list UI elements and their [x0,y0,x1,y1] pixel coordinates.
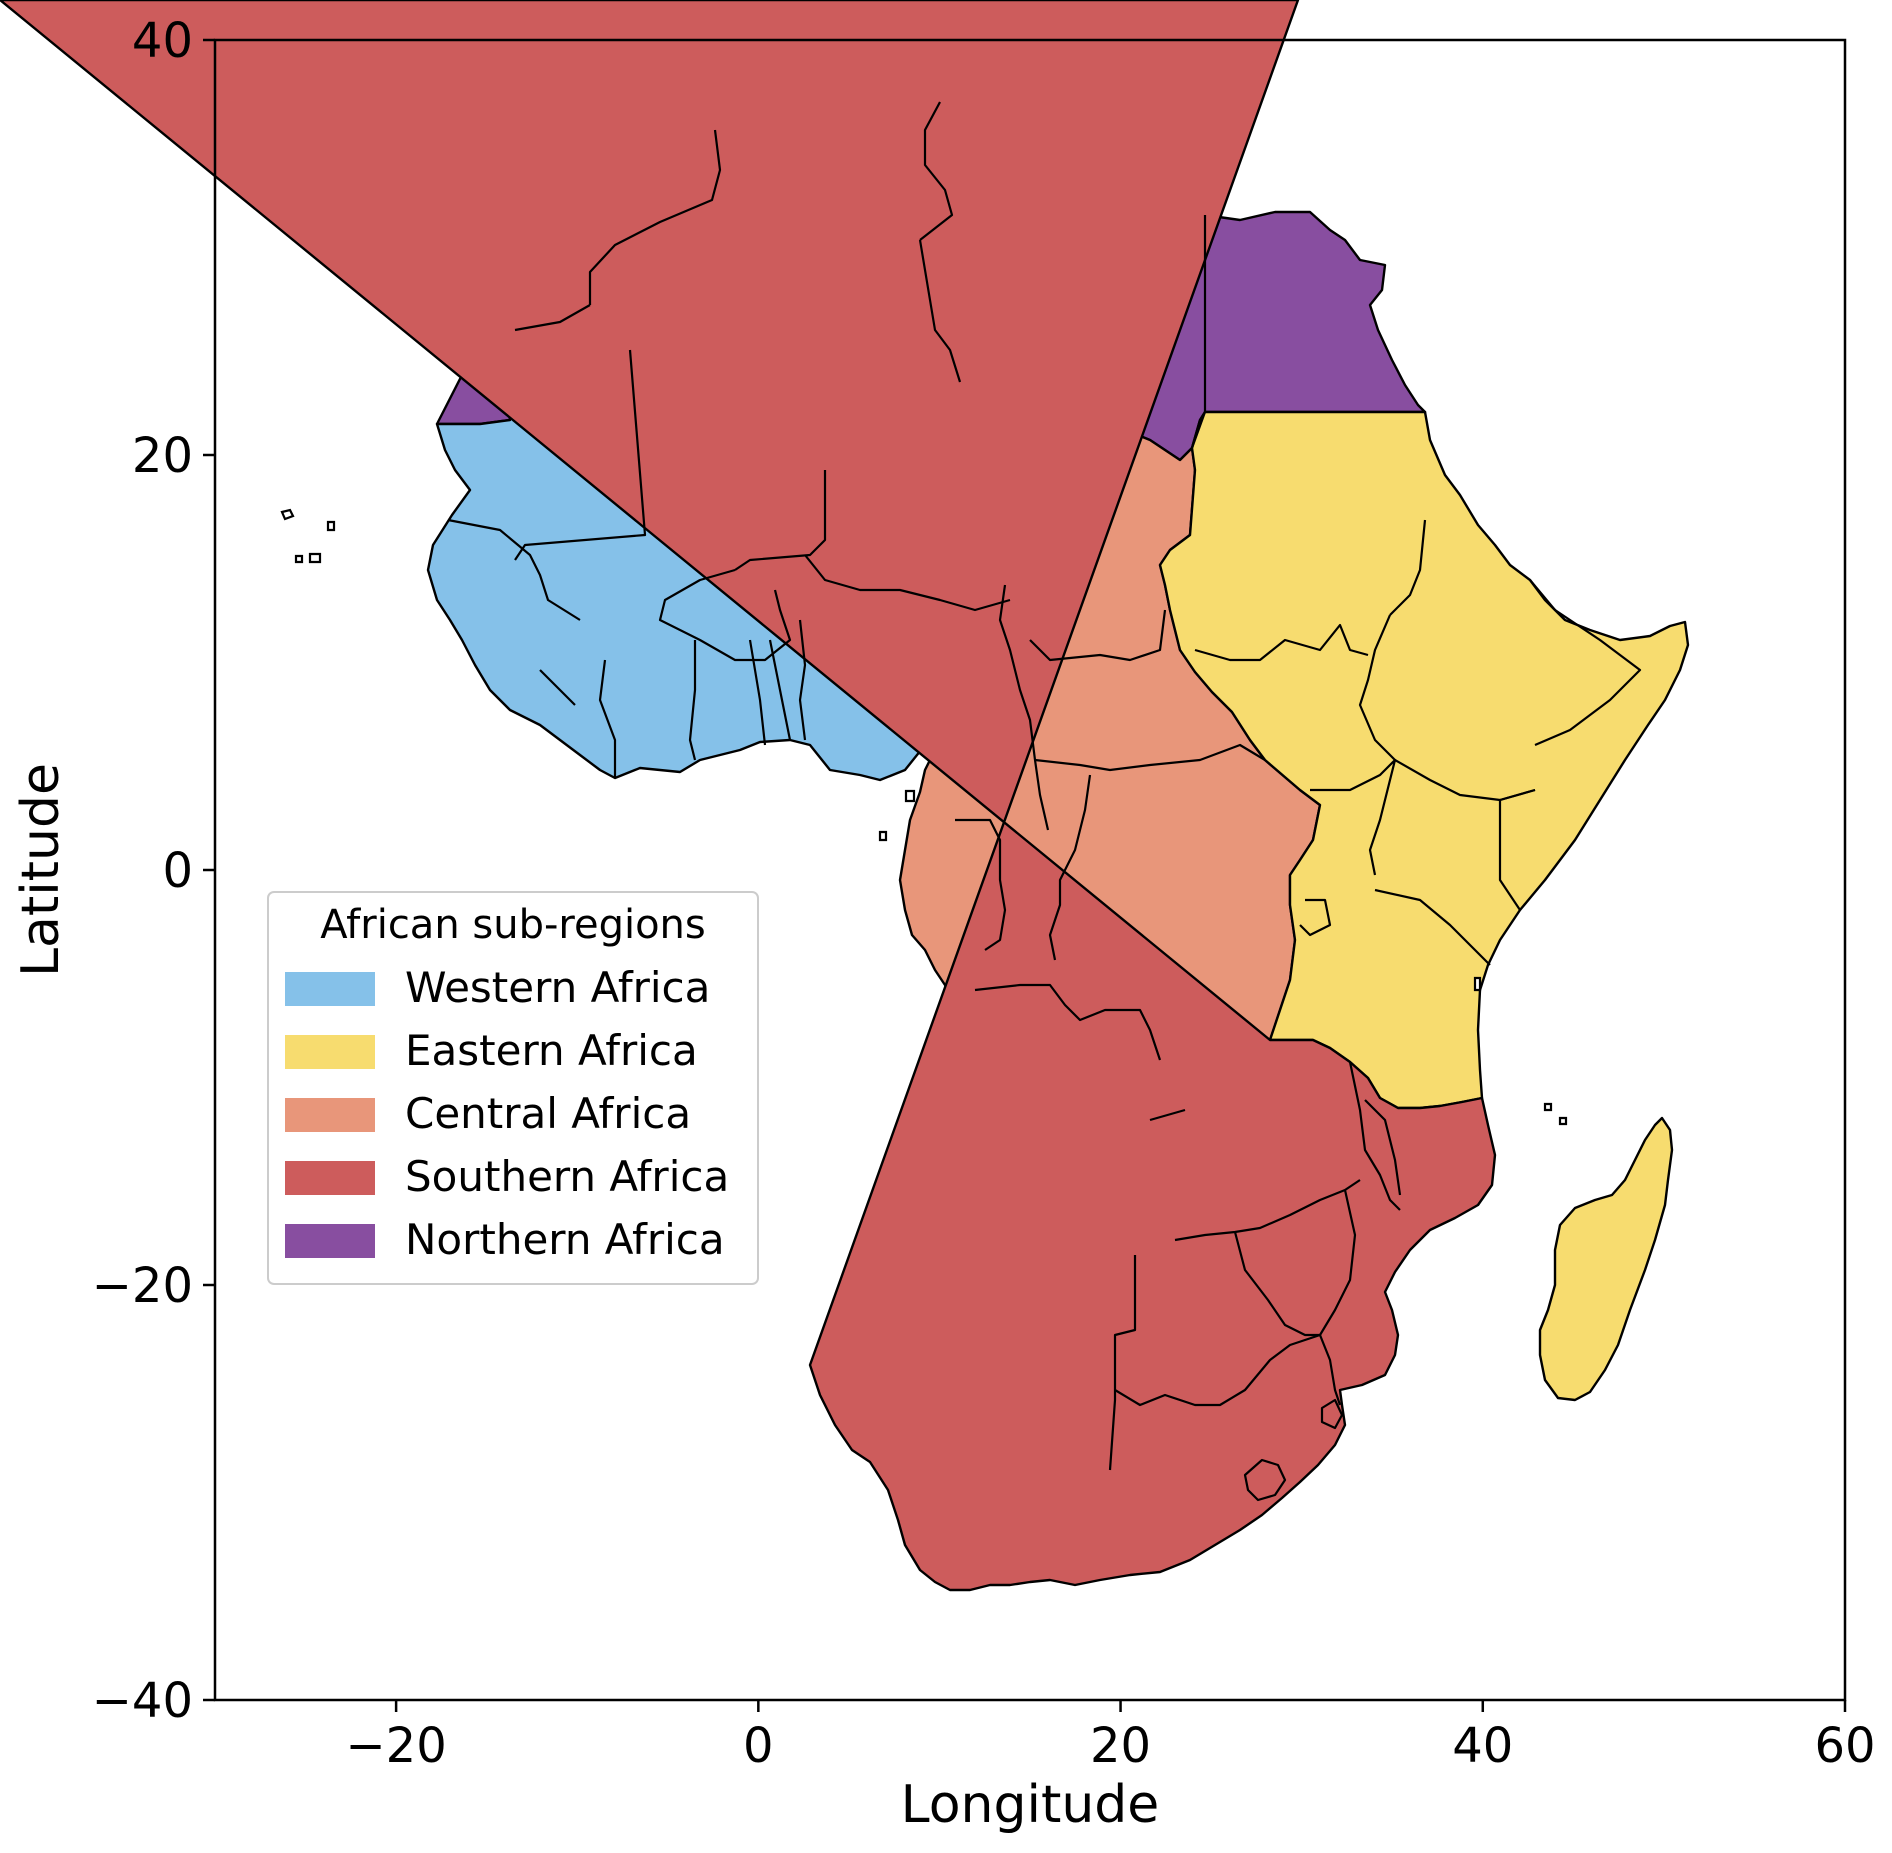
y-tick-label: −40 [92,1673,193,1729]
border-lesotho [1243,1458,1287,1502]
border-ethiopia-somalia [1529,579,1642,747]
y-tick-label: −20 [92,1258,193,1314]
border-libya-sudan [1190,411,1207,449]
x-axis-ticks: −20 0 20 40 60 [345,1700,1876,1774]
legend-label: Southern Africa [405,1152,729,1201]
small-islands [280,508,1568,1126]
border-liberia [598,659,617,778]
border-algeria-libya [918,239,962,383]
border-ghana-togo [748,639,767,746]
border-benin-nigeria [798,619,807,741]
legend-label: Western Africa [405,963,710,1012]
border-botswana-zimbabwe [1233,1231,1320,1337]
legend-label: Northern Africa [405,1215,725,1264]
border-cameroon [998,584,1050,831]
map-regions [0,0,1690,1592]
border-botswana-south-africa [1114,1333,1321,1407]
border-morocco-algeria [588,129,722,305]
y-axis-title: Latitude [11,763,71,977]
border-zambia-mozambique [1348,1061,1401,1211]
border-eswatini [1320,1398,1344,1430]
border-zimbabwe-mozambique [1319,1189,1357,1336]
border-angola-drc [974,983,1162,1061]
x-tick-label: 40 [1452,1718,1513,1774]
legend-swatch [285,1224,375,1258]
country-borders [447,101,1642,1502]
border-mauritania-mali [514,349,647,561]
island-bioko [904,789,916,803]
legend-swatch [285,1161,375,1195]
x-tick-label: 20 [1090,1718,1151,1774]
border-western-sahara-morocco [514,304,591,332]
island-zanzibar [1473,976,1482,992]
border-namibia-botswana [1108,1255,1137,1471]
border-tanzania-kenya [1374,888,1491,966]
island-sao-tome [878,830,888,842]
island-cape-verde-2 [326,520,336,532]
island-comoros-2 [1558,1116,1568,1126]
border-angola-zambia [1149,1108,1186,1122]
x-tick-label: −20 [345,1718,446,1774]
border-sierra-leone [539,669,576,706]
legend: African sub-regions Western Africa Easter… [267,891,759,1285]
border-rwanda-burundi [1299,898,1332,937]
legend-swatch [285,1035,375,1069]
island-cape-verde-3 [294,554,304,564]
border-togo-benin [768,639,792,741]
x-tick-label: 0 [743,1718,774,1774]
border-burkina [658,568,792,662]
legend-title: African sub-regions [320,902,706,948]
border-congo-drc [1048,774,1092,961]
border-uganda [1310,758,1397,876]
legend-label: Central Africa [405,1089,691,1138]
island-cape-verde-4 [308,552,322,564]
border-south-africa-mozambique [1318,1334,1342,1406]
legend-entries: Western Africa Eastern Africa Central Afri… [285,963,729,1264]
border-mali-niger [734,470,827,571]
legend-label: Eastern Africa [405,1026,698,1075]
legend-box [267,891,759,1285]
island-cape-verde-1 [280,508,295,521]
border-chad-car [1029,609,1167,662]
border-niger-nigeria [804,554,1011,612]
border-ivory-ghana [688,640,697,761]
border-malawi [1364,1099,1402,1196]
y-tick-label: 0 [162,843,193,899]
y-tick-label: 20 [132,428,193,484]
border-ethiopia-sudan [1358,614,1396,761]
region-southern-africa [0,0,1497,1592]
x-axis-title: Longitude [901,1775,1160,1835]
region-eastern-africa-madagascar [1538,1116,1674,1402]
border-kenya-somalia [1498,788,1536,911]
border-algeria-tunisia [919,101,954,241]
border-sudan-eritrea [1389,519,1427,616]
border-zambia-zimbabwe [1174,1179,1361,1242]
legend-swatch [285,1098,375,1132]
border-gabon [955,818,1007,951]
border-sudan-south-sudan [1194,623,1369,662]
border-guinea-senegal [447,518,581,621]
island-comoros-1 [1543,1102,1553,1112]
y-axis-ticks: 40 20 0 −20 −40 [92,13,215,1729]
x-tick-label: 60 [1814,1718,1875,1774]
border-car-drc [1034,743,1266,772]
legend-swatch [285,972,375,1006]
y-tick-label: 40 [132,13,193,69]
